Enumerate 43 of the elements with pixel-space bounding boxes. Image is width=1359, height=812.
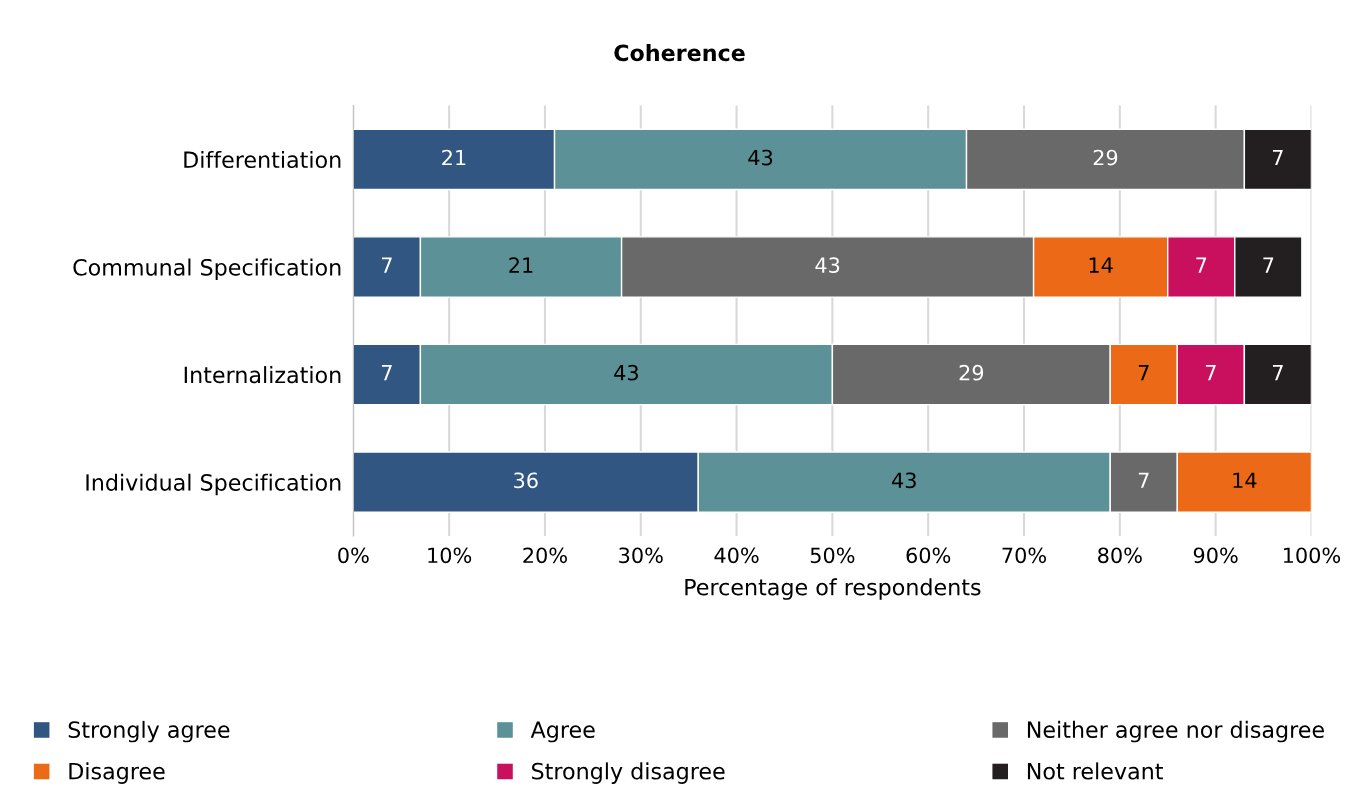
x-tick-label: 60%	[906, 547, 951, 564]
x-tick-label: 20%	[523, 547, 567, 564]
legend-label: Strongly disagree	[532, 762, 725, 784]
x-axis-title: Percentage of respondents	[685, 578, 981, 600]
chart-title: Coherence	[614, 44, 745, 62]
x-tick-label: 50%	[810, 547, 855, 564]
data-label: 7	[381, 257, 392, 273]
data-label: 36	[514, 472, 538, 489]
data-label: 7	[1263, 257, 1274, 273]
data-label: 7	[1138, 365, 1149, 381]
legend-label: Neither agree nor disagree	[1027, 720, 1324, 743]
data-label: 29	[1093, 149, 1118, 166]
legend-label: Strongly agree	[68, 720, 230, 743]
x-tick-label: 40%	[714, 547, 759, 564]
y-tick-label: Individual Specification	[86, 473, 341, 496]
x-tick-label: 0%	[338, 547, 369, 564]
legend-label: Disagree	[69, 762, 165, 784]
x-tick-label: 90%	[1193, 547, 1238, 564]
data-label: 14	[1089, 257, 1113, 273]
data-label: 43	[892, 472, 916, 489]
data-label: 43	[815, 257, 840, 273]
x-tick-label: 30%	[619, 547, 663, 564]
x-tick-label: 100%	[1283, 547, 1341, 564]
data-label: 43	[614, 364, 638, 381]
data-label: 21	[442, 149, 466, 166]
y-tick-label: Communal Specification	[73, 258, 341, 281]
data-label: 7	[1272, 149, 1283, 166]
data-label: 7	[1272, 365, 1283, 381]
data-label: 21	[509, 257, 533, 273]
legend-label: Not relevant	[1027, 762, 1163, 780]
data-label: 14	[1233, 472, 1257, 488]
x-tick-label: 70%	[1002, 547, 1047, 564]
data-label: 7	[381, 365, 392, 381]
data-label: 7	[1138, 472, 1149, 488]
data-label: 7	[1205, 365, 1216, 381]
data-label: 7	[1196, 257, 1207, 273]
data-label: 43	[748, 149, 773, 166]
data-label: 29	[959, 364, 984, 381]
x-tick-label: 10%	[428, 547, 472, 564]
y-tick-label: Internalization	[184, 366, 341, 384]
x-tick-label: 80%	[1098, 547, 1142, 564]
legend-label: Agree	[530, 721, 595, 743]
y-tick-label: Differentiation	[184, 150, 341, 169]
